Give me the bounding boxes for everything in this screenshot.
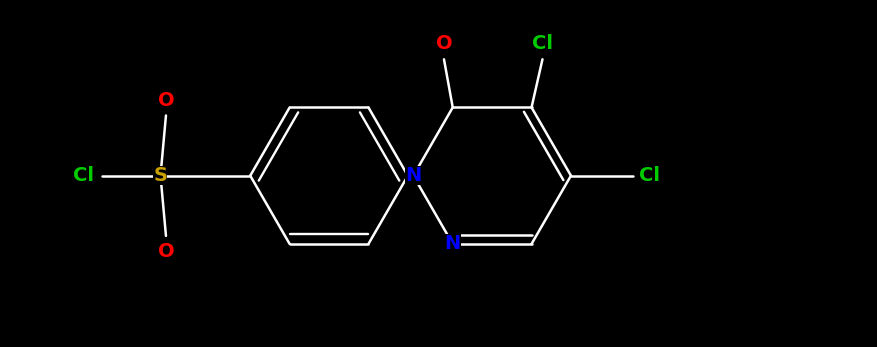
Text: O: O <box>436 34 453 53</box>
Text: Cl: Cl <box>532 34 553 53</box>
Text: N: N <box>445 235 460 253</box>
Text: O: O <box>158 242 175 261</box>
Text: S: S <box>153 166 168 185</box>
Text: Cl: Cl <box>74 166 95 185</box>
Text: N: N <box>405 166 422 185</box>
Text: O: O <box>158 91 175 110</box>
Text: Cl: Cl <box>639 166 660 185</box>
